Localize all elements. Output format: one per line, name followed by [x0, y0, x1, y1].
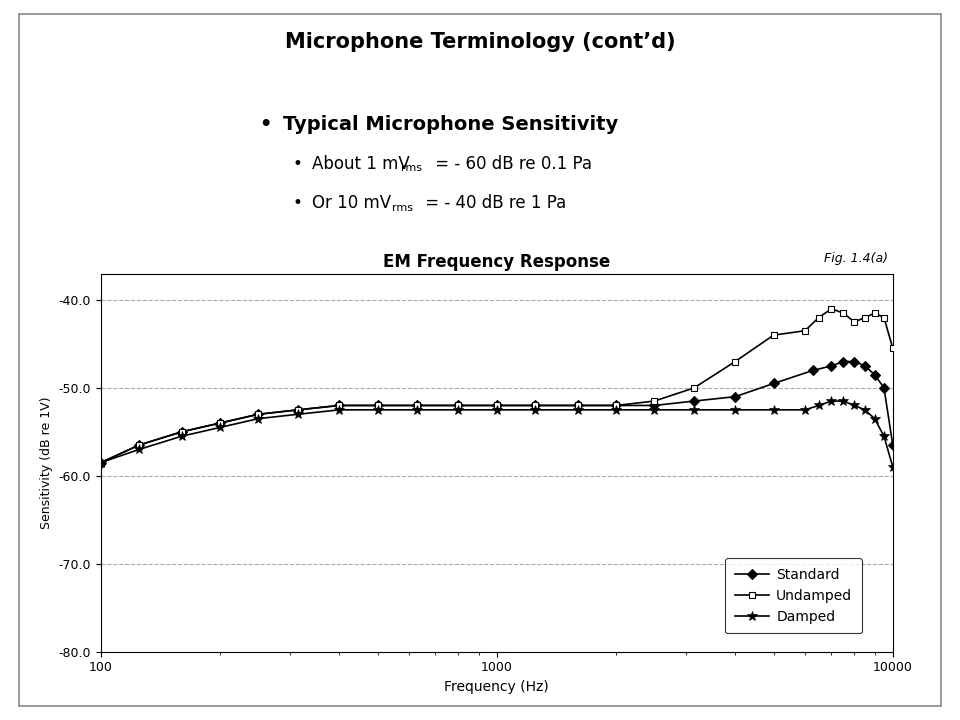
Title: EM Frequency Response: EM Frequency Response [383, 253, 611, 271]
Damped [826, 397, 837, 405]
Standard [133, 441, 145, 449]
Damped [878, 432, 890, 441]
Standard [826, 361, 837, 370]
Standard [730, 392, 741, 401]
Standard [176, 428, 187, 436]
Standard [878, 384, 890, 392]
Standard [649, 401, 660, 410]
Standard [572, 401, 584, 410]
Standard [252, 410, 264, 418]
Undamped [869, 309, 880, 318]
Text: •: • [259, 115, 272, 134]
Undamped [730, 357, 741, 366]
Standard [412, 401, 423, 410]
Undamped [688, 384, 700, 392]
Standard [372, 401, 383, 410]
Damped [412, 405, 423, 414]
Undamped [813, 313, 825, 322]
Undamped [372, 401, 383, 410]
Standard [849, 357, 860, 366]
Undamped [333, 401, 345, 410]
Standard [869, 370, 880, 379]
Standard [214, 419, 226, 428]
Text: •: • [293, 194, 302, 212]
Standard [611, 401, 622, 410]
Text: Microphone Terminology (cont’d): Microphone Terminology (cont’d) [285, 32, 675, 53]
Undamped [252, 410, 264, 418]
Undamped [837, 309, 849, 318]
Standard [95, 459, 107, 467]
Standard [859, 361, 871, 370]
Standard [453, 401, 465, 410]
Undamped [214, 419, 226, 428]
Undamped [878, 313, 890, 322]
Damped [849, 401, 860, 410]
Text: Or 10 mV: Or 10 mV [312, 194, 391, 212]
Damped [133, 445, 145, 454]
Line: Standard: Standard [97, 358, 897, 466]
Text: About 1 mV: About 1 mV [312, 155, 410, 173]
Undamped [95, 459, 107, 467]
Text: rms: rms [401, 163, 422, 174]
Damped [372, 405, 383, 414]
Damped [649, 405, 660, 414]
Damped [887, 463, 899, 472]
Damped [837, 397, 849, 405]
Damped [730, 405, 741, 414]
Undamped [176, 428, 187, 436]
Damped [859, 405, 871, 414]
Undamped [826, 305, 837, 313]
Undamped [572, 401, 584, 410]
Standard [529, 401, 540, 410]
Damped [688, 405, 700, 414]
Undamped [293, 405, 304, 414]
Undamped [887, 344, 899, 353]
Damped [813, 401, 825, 410]
Line: Undamped: Undamped [97, 305, 897, 466]
Damped [252, 414, 264, 423]
Standard [491, 401, 503, 410]
Undamped [768, 330, 780, 339]
Undamped [649, 397, 660, 405]
Text: = - 60 dB re 0.1 Pa: = - 60 dB re 0.1 Pa [430, 155, 592, 173]
Damped [176, 432, 187, 441]
Standard [887, 441, 899, 449]
Line: Damped: Damped [96, 396, 898, 472]
Standard [837, 357, 849, 366]
Damped [214, 423, 226, 432]
Text: rms: rms [392, 203, 413, 213]
Standard [807, 366, 819, 374]
Undamped [491, 401, 503, 410]
Undamped [453, 401, 465, 410]
Damped [95, 459, 107, 467]
Damped [572, 405, 584, 414]
Damped [611, 405, 622, 414]
Undamped [133, 441, 145, 449]
Standard [768, 379, 780, 388]
Damped [293, 410, 304, 418]
Standard [293, 405, 304, 414]
X-axis label: Frequency (Hz): Frequency (Hz) [444, 680, 549, 694]
Damped [491, 405, 503, 414]
Undamped [799, 326, 810, 335]
Standard [333, 401, 345, 410]
Text: Fig. 1.4(a): Fig. 1.4(a) [824, 252, 888, 265]
Damped [333, 405, 345, 414]
Y-axis label: Sensitivity (dB re 1V): Sensitivity (dB re 1V) [40, 396, 53, 529]
Damped [529, 405, 540, 414]
Undamped [611, 401, 622, 410]
Text: •: • [293, 155, 302, 173]
Standard [688, 397, 700, 405]
Text: = - 40 dB re 1 Pa: = - 40 dB re 1 Pa [420, 194, 566, 212]
Text: Typical Microphone Sensitivity: Typical Microphone Sensitivity [283, 115, 618, 134]
Damped [453, 405, 465, 414]
Damped [768, 405, 780, 414]
Legend: Standard, Undamped, Damped: Standard, Undamped, Damped [725, 558, 862, 634]
Undamped [849, 318, 860, 326]
Undamped [859, 313, 871, 322]
Damped [869, 414, 880, 423]
Undamped [412, 401, 423, 410]
Damped [799, 405, 810, 414]
Undamped [529, 401, 540, 410]
